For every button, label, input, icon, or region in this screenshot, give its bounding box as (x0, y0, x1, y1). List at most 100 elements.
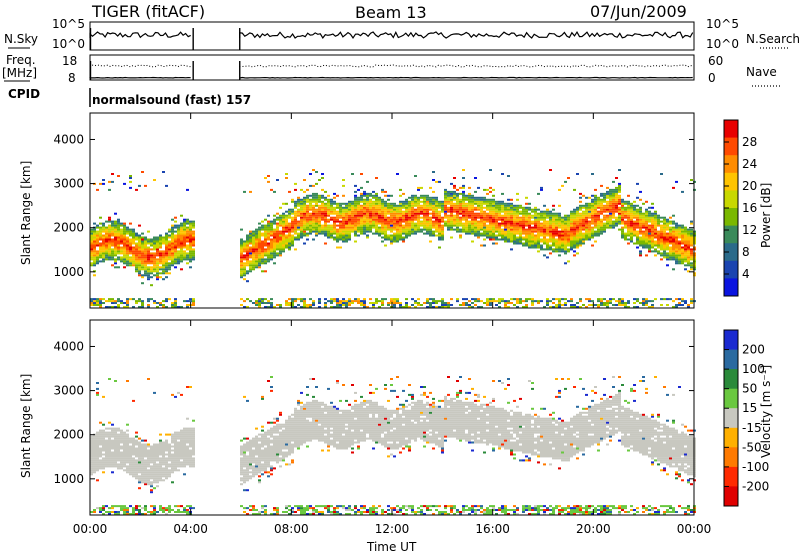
heatmap-cell (288, 228, 291, 231)
heatmap-cell (279, 214, 282, 217)
heatmap-cell (468, 306, 471, 308)
heatmap-cell (489, 202, 492, 205)
heatmap-cell (318, 206, 321, 209)
heatmap-cell (330, 212, 333, 215)
heatmap-cell (270, 246, 273, 249)
heatmap-cell (360, 192, 363, 195)
heatmap-cell (321, 200, 324, 203)
heatmap-cell (99, 256, 102, 259)
heatmap-cell (165, 254, 168, 257)
heatmap-cell (468, 300, 471, 303)
heatmap-cell (639, 240, 642, 243)
heatmap-cell (567, 230, 570, 233)
heatmap-cell (327, 236, 330, 239)
heatmap-cell (99, 230, 102, 233)
heatmap-cell (387, 208, 390, 211)
heatmap-cell (114, 447, 117, 450)
heatmap-cell (267, 236, 270, 239)
heatmap-cell (444, 188, 447, 191)
heatmap-cell (570, 210, 573, 213)
heatmap-cell (177, 230, 180, 233)
heatmap-cell (255, 234, 258, 237)
heatmap-cell (453, 186, 456, 189)
heatmap-cell (267, 226, 270, 229)
heatmap-cell (162, 441, 165, 444)
heatmap-cell (90, 262, 93, 265)
heatmap-cell (390, 208, 393, 211)
heatmap-cell (183, 228, 186, 231)
heatmap-cell (189, 300, 192, 303)
heatmap-cell (120, 256, 123, 259)
heatmap-cell (306, 306, 309, 308)
heatmap-cell (582, 210, 585, 213)
heatmap-cell (582, 216, 585, 219)
heatmap-cell (423, 226, 426, 229)
heatmap-cell (390, 214, 393, 217)
heatmap-cell (687, 258, 690, 261)
heatmap-cell (636, 222, 639, 225)
heatmap-cell (291, 238, 294, 241)
heatmap-cell (639, 242, 642, 245)
heatmap-cell (129, 244, 132, 247)
heatmap-cell (330, 230, 333, 233)
heatmap-cell (132, 449, 135, 452)
heatmap-cell (291, 242, 294, 245)
heatmap-cell (168, 258, 171, 261)
heatmap-cell (273, 228, 276, 231)
heatmap-cell (180, 230, 183, 233)
heatmap-cell (252, 238, 255, 241)
heatmap-cell (141, 240, 144, 243)
heatmap-cell (576, 216, 579, 219)
heatmap-cell (486, 214, 489, 217)
heatmap-cell (108, 188, 111, 191)
heatmap-cell (318, 210, 321, 213)
heatmap-cell (327, 226, 330, 229)
heatmap-cell (243, 254, 246, 257)
heatmap-cell (396, 240, 399, 243)
heatmap-cell (105, 250, 108, 253)
heatmap-cell (675, 260, 678, 263)
heatmap-cell (96, 250, 99, 253)
heatmap-cell (93, 240, 96, 243)
heatmap-cell (159, 505, 162, 508)
heatmap-cell (159, 441, 162, 444)
heatmap-cell (156, 465, 159, 468)
heatmap-cell (402, 232, 405, 235)
heatmap-cell (657, 246, 660, 249)
heatmap-cell (171, 449, 174, 452)
heatmap-cell (636, 226, 639, 229)
heatmap-cell (546, 234, 549, 237)
heatmap-cell (648, 226, 651, 229)
heatmap-cell (573, 304, 576, 306)
heatmap-cell (192, 222, 195, 225)
heatmap-cell (630, 238, 633, 241)
heatmap-cell (447, 198, 450, 201)
heatmap-cell (561, 230, 564, 233)
heatmap-cell (312, 212, 315, 215)
heatmap-cell (621, 222, 624, 225)
heatmap-cell (303, 202, 306, 205)
heatmap-cell (186, 230, 189, 233)
heatmap-cell (306, 238, 309, 241)
heatmap-cell (120, 240, 123, 243)
heatmap-cell (654, 214, 657, 217)
heatmap-cell (258, 306, 261, 308)
heatmap-cell (564, 244, 567, 247)
heatmap-cell (639, 198, 642, 201)
heatmap-cell (417, 220, 420, 223)
heatmap-cell (573, 250, 576, 253)
heatmap-cell (429, 298, 432, 301)
heatmap-cell (192, 224, 195, 227)
heatmap-cell (471, 228, 474, 231)
heatmap-cell (348, 222, 351, 225)
heatmap-cell (189, 242, 192, 245)
heatmap-cell (669, 258, 672, 261)
heatmap-cell (267, 214, 270, 217)
heatmap-cell (315, 198, 318, 201)
heatmap-cell (441, 234, 444, 237)
heatmap-cell (300, 226, 303, 229)
heatmap-cell (243, 250, 246, 253)
heatmap-cell (684, 234, 687, 237)
heatmap-cell (462, 224, 465, 227)
heatmap-cell (324, 298, 327, 301)
